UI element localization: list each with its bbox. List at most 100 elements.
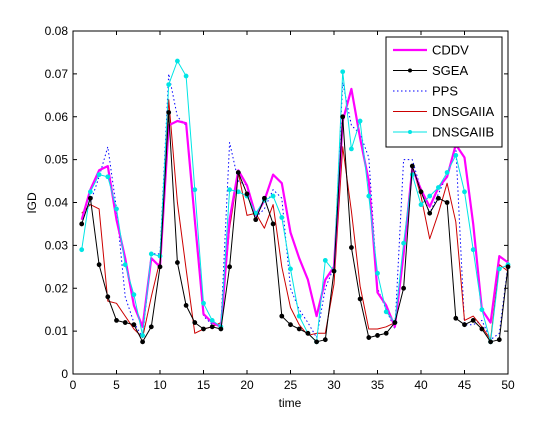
data-point — [175, 58, 180, 64]
data-point — [375, 333, 380, 338]
y-tick-label: 0.02 — [45, 281, 69, 295]
data-point — [383, 309, 389, 315]
y-tick-label: 0.04 — [45, 196, 69, 210]
x-tick-label: 50 — [501, 378, 515, 392]
x-tick-label: 45 — [458, 378, 472, 392]
data-point — [227, 187, 233, 193]
data-point — [183, 73, 189, 79]
x-tick-label: 35 — [371, 378, 385, 392]
data-point — [470, 247, 476, 253]
data-point — [322, 337, 328, 343]
data-point — [218, 326, 224, 332]
data-point — [157, 264, 163, 270]
data-point — [175, 260, 180, 265]
data-point — [453, 315, 459, 321]
y-tick-label: 0.07 — [45, 67, 69, 81]
data-point — [357, 118, 363, 124]
legend-label: SGEA — [432, 63, 468, 78]
data-point — [322, 257, 328, 263]
data-point — [131, 322, 137, 328]
data-point — [270, 221, 276, 227]
data-point — [366, 335, 372, 340]
legend-label: DNSGAIIB — [432, 125, 494, 140]
legend-box — [385, 36, 503, 148]
data-point — [192, 187, 198, 193]
data-point — [270, 193, 276, 199]
legend-label: CDDV — [432, 43, 469, 58]
data-point — [279, 215, 285, 220]
data-point — [227, 264, 233, 270]
x-tick-label: 10 — [153, 378, 167, 392]
data-point — [148, 324, 154, 330]
legend-item-dnsgaiia: DNSGAIIA — [393, 104, 494, 119]
data-point — [453, 152, 459, 158]
data-point — [462, 322, 467, 328]
data-point — [340, 69, 346, 75]
data-point — [401, 240, 407, 246]
data-point — [462, 189, 467, 195]
data-point — [331, 268, 337, 274]
legend-marker — [408, 68, 412, 73]
x-tick-label: 40 — [414, 378, 428, 392]
data-point — [409, 163, 415, 169]
data-point — [96, 262, 102, 268]
data-point — [349, 245, 354, 250]
series-cddv — [80, 87, 509, 328]
data-point — [409, 172, 415, 178]
data-point — [140, 339, 146, 345]
data-point — [96, 172, 102, 178]
x-tick-label: 0 — [70, 378, 77, 392]
data-point — [418, 202, 424, 208]
legend-marker — [408, 130, 412, 134]
data-point — [166, 110, 172, 115]
legend-item-pps: PPS — [393, 84, 458, 99]
data-point — [296, 326, 302, 332]
data-point — [209, 324, 215, 330]
legend-item-sgea: SGEA — [393, 63, 468, 78]
data-point — [357, 296, 363, 302]
data-point — [305, 330, 311, 336]
data-point — [349, 146, 354, 152]
x-tick-label: 15 — [197, 378, 211, 392]
data-point — [496, 337, 502, 343]
data-point — [192, 320, 198, 325]
data-point — [157, 253, 163, 259]
data-point — [314, 339, 320, 345]
x-tick-label: 30 — [327, 378, 341, 392]
data-point — [444, 170, 450, 175]
x-tick-label: 25 — [284, 378, 298, 392]
x-tick-label: 5 — [113, 378, 120, 392]
data-point — [148, 251, 154, 257]
legend-label: DNSGAIIA — [432, 104, 494, 119]
series-line — [80, 87, 509, 328]
data-point — [105, 174, 111, 180]
data-point — [122, 262, 128, 268]
y-tick-label: 0.05 — [45, 153, 69, 167]
data-point — [288, 322, 293, 328]
series-line — [81, 99, 509, 341]
x-axis-label: time — [279, 396, 302, 410]
data-point — [418, 189, 424, 195]
data-point — [209, 318, 215, 323]
data-point — [383, 330, 389, 336]
data-point — [488, 339, 494, 345]
data-point — [88, 189, 93, 195]
legend-label: PPS — [432, 84, 458, 99]
data-point — [479, 307, 485, 313]
data-point — [505, 264, 511, 270]
data-point — [288, 266, 293, 272]
data-point — [244, 191, 250, 197]
data-point — [201, 300, 206, 306]
data-point — [496, 266, 502, 272]
data-point — [235, 170, 241, 175]
series-dnsgaiia — [81, 99, 509, 341]
y-tick-label: 0.03 — [45, 238, 69, 252]
data-point — [340, 114, 346, 120]
data-point — [131, 292, 137, 298]
data-point — [296, 313, 302, 319]
data-point — [114, 318, 119, 323]
series-sgea — [79, 110, 511, 345]
y-axis-label: IGD — [25, 192, 39, 214]
